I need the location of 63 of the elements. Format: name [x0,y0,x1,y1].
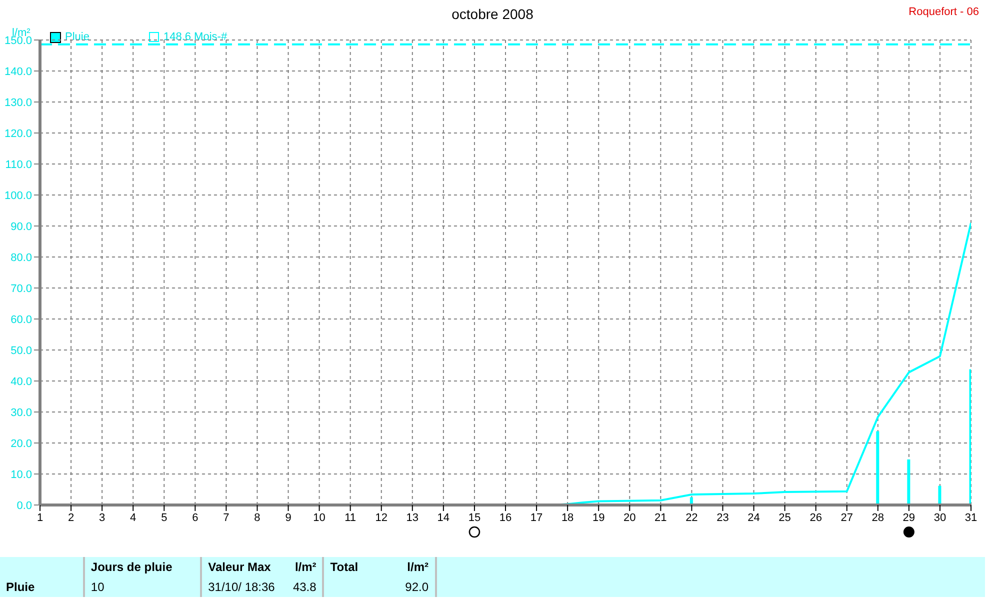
y-tick-label: 60.0 [10,314,32,326]
x-tick-label: 20 [624,512,636,524]
x-tick-label: 22 [686,512,698,524]
y-tick-label: 130.0 [4,96,32,109]
text: 10 [84,577,202,597]
text: Jours de pluie [84,557,202,577]
x-tick-label: 31 [964,512,978,524]
x-tick-label: 24 [748,512,760,524]
y-tick-label: 30.0 [10,406,32,419]
legend-label: Pluie [64,31,90,43]
x-tick-label: 28 [872,512,884,524]
text: 31/10/ 18:36 [208,580,275,594]
bar [969,369,971,505]
x-tick-label: 12 [375,512,388,524]
x-tick-label: 19 [592,512,605,524]
x-tick-label: 27 [840,512,853,524]
x-tick-label: 6 [192,512,198,524]
x-tick-label: 18 [561,512,574,524]
y-tick-label: 80.0 [10,252,32,264]
x-tick-label: 2 [68,512,74,524]
x-tick-label: 4 [130,512,136,524]
x-tick-label: 30 [934,512,946,524]
y-tick-label: 100.0 [4,190,32,202]
y-tick-label: 50.0 [10,344,32,357]
y-tick-label: 70.0 [10,282,32,295]
x-tick-label: 3 [99,512,106,524]
chart-title: octobre 2008 [452,6,534,22]
y-tick-label: 40.0 [10,376,32,388]
x-tick-label: 10 [313,512,326,524]
bar [938,486,942,505]
x-tick-label: 16 [499,512,512,524]
x-tick-label: 14 [437,512,450,524]
x-tick-label: 5 [161,512,168,524]
y-tick-label: 120.0 [4,128,32,140]
y-tick-label: 90.0 [10,220,32,233]
bar [876,431,880,505]
x-tick-label: 8 [254,512,260,524]
text: Roquefort - 06 [908,6,979,18]
text: l/m² [407,560,429,574]
text: Pluie [0,577,84,597]
text: Valeur Max [208,560,271,574]
x-tick-label: 7 [223,512,230,524]
x-tick-label: 21 [654,512,667,524]
x-tick-label: 25 [778,512,791,524]
y-tick-label: 10.0 [10,468,32,481]
x-tick-label: 13 [406,512,419,524]
x-tick-label: 9 [285,512,292,524]
text: 92.0 [323,577,436,597]
x-tick-label: 29 [902,512,916,524]
text: Total [330,560,358,574]
text: l/m² [294,560,316,574]
x-tick-label: 15 [468,512,481,524]
text: 43.8 [292,580,316,594]
y-tick-label: 140.0 [4,66,32,78]
x-tick-label: 17 [530,512,543,524]
x-tick-label: 23 [716,512,729,524]
x-tick-label: 1 [36,512,44,524]
x-tick-label: 11 [344,512,356,524]
bar [907,459,910,505]
y-tick-label: 110.0 [5,158,32,171]
x-tick-label: 26 [810,512,822,524]
y-tick-label: 0.0 [16,500,32,512]
y-tick-label: 20.0 [10,438,32,450]
